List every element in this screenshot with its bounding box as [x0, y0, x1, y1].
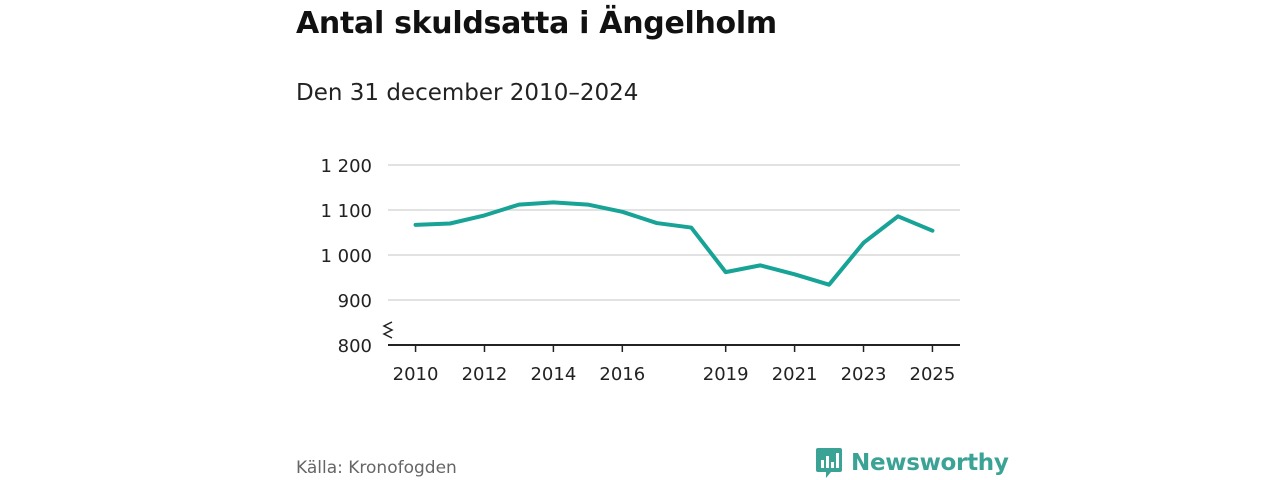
newsworthy-logo[interactable]: Newsworthy — [815, 446, 1009, 480]
x-tick-label: 2021 — [772, 364, 818, 385]
x-tick-label: 2010 — [393, 364, 439, 385]
x-tick-label: 2014 — [530, 364, 576, 385]
y-tick-label: 1 100 — [320, 201, 372, 222]
series-line — [413, 200, 935, 287]
brand-name: Newsworthy — [851, 450, 1009, 476]
series — [413, 200, 935, 287]
source-note: Källa: Kronofogden — [296, 458, 457, 478]
tick-labels: 800 900 1 000 1 100 1 200 2010 2012 2014 2016 201… — [320, 156, 955, 385]
axis-break-icon — [382, 321, 394, 339]
axes — [382, 321, 960, 352]
newsworthy-icon — [816, 448, 842, 478]
y-tick-label: 800 — [338, 336, 372, 357]
x-tick-label: 2025 — [910, 364, 956, 385]
y-tick-label: 1 000 — [320, 246, 372, 267]
gridlines — [388, 164, 960, 301]
x-tick-label: 2016 — [599, 364, 645, 385]
chart-subtitle: Den 31 december 2010–2024 — [296, 80, 639, 106]
x-tick-label: 2023 — [841, 364, 887, 385]
chart-title: Antal skuldsatta i Ängelholm — [296, 6, 777, 41]
y-tick-label: 1 200 — [320, 156, 372, 177]
x-tick-label: 2012 — [462, 364, 508, 385]
y-tick-label: 900 — [338, 291, 372, 312]
x-tick-label: 2019 — [703, 364, 749, 385]
